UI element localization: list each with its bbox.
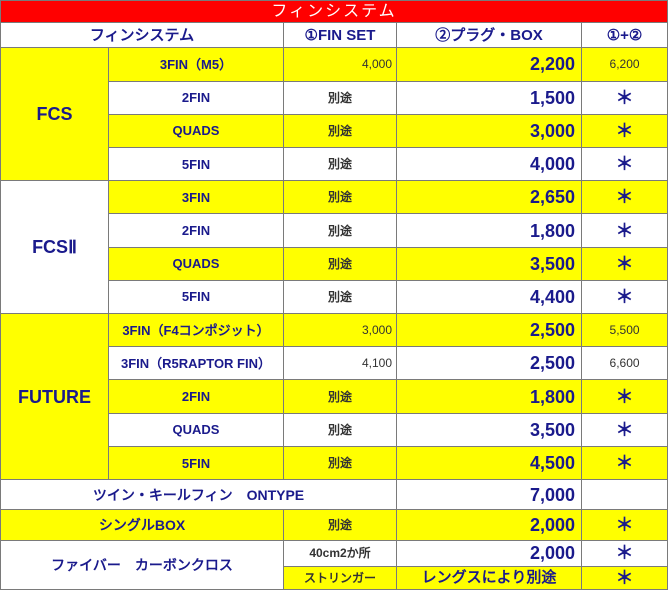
table-row: 2FIN 別途 1,800 ＊ — [1, 379, 669, 414]
table-row: 5FIN 別途 4,400 ＊ — [1, 279, 669, 315]
plug-box-price: 4,400 — [396, 279, 582, 315]
table-row: ツイン・キールフィン ONTYPE 7,000 — [0, 479, 669, 511]
plug-box-price: 2,500 — [396, 313, 582, 348]
single-box-label: シングルBOX — [0, 509, 284, 541]
group-label-fcs2: FCSⅡ — [0, 180, 109, 315]
fin-set-price: 別途 — [283, 213, 397, 248]
table-row: ファイバー カーボンクロス 40cm2か所 2,000 ＊ — [0, 539, 669, 591]
single-box-fin-set: 別途 — [283, 509, 397, 541]
row-name: QUADS — [108, 113, 284, 148]
plug-box-price: 3,500 — [396, 412, 582, 447]
row-name: 5FIN — [108, 146, 284, 182]
fiber-spec: 40cm2か所 — [283, 539, 397, 567]
title-row: フィンシステム — [0, 0, 669, 24]
plug-box-price: 1,800 — [396, 213, 582, 248]
group-label-fcs: FCS — [0, 47, 109, 182]
plug-box-price: 2,200 — [396, 47, 582, 82]
row-name: 2FIN — [108, 80, 284, 115]
table-row: 5FIN 別途 4,500 ＊ — [1, 445, 669, 481]
fiber-label: ファイバー カーボンクロス — [0, 539, 284, 591]
total-price: 5,500 — [580, 313, 669, 348]
total-price: ＊ — [580, 146, 669, 182]
total-price: ＊ — [580, 213, 669, 248]
total-price: ＊ — [580, 279, 669, 315]
row-name: 3FIN（F4コンポジット） — [108, 313, 284, 348]
table-row: QUADS 別途 3,000 ＊ — [1, 113, 669, 148]
plug-box-price: 3,500 — [396, 246, 582, 281]
fiber-price: 2,000 — [396, 539, 582, 567]
header-system: フィンシステム — [0, 22, 284, 49]
total-price: ＊ — [580, 113, 669, 148]
table-row: QUADS 別途 3,500 ＊ — [1, 412, 669, 447]
row-name: 5FIN — [108, 279, 284, 315]
stringer-note: レングスにより別途 — [396, 565, 582, 591]
fin-set-price: 別途 — [283, 113, 397, 148]
total-price: ＊ — [580, 180, 669, 215]
fin-set-price: 別途 — [283, 379, 397, 414]
row-name: 2FIN — [108, 213, 284, 248]
row-name: 3FIN — [108, 180, 284, 215]
row-name: 5FIN — [108, 445, 284, 481]
total-price: ＊ — [580, 80, 669, 115]
header-plug-box: ②プラグ・BOX — [396, 22, 582, 49]
fin-set-price: 別途 — [283, 246, 397, 281]
fin-set-price: 別途 — [283, 412, 397, 447]
header-total: ①+② — [580, 22, 669, 49]
fin-set-price: 4,100 — [283, 346, 397, 381]
table-row: ストリンガー レングスにより別途 ＊ — [1, 565, 669, 591]
single-box-price: 2,000 — [396, 509, 582, 541]
table-row: FUTURE 3FIN（F4コンポジット） 3,000 2,500 5,500 — [0, 313, 669, 481]
plug-box-price: 3,000 — [396, 113, 582, 148]
header-fin-set: ①FIN SET — [283, 22, 397, 49]
table-row: 5FIN 別途 4,000 ＊ — [1, 146, 669, 182]
plug-box-price: 2,650 — [396, 180, 582, 215]
fin-set-price: 3,000 — [283, 313, 397, 348]
fin-set-price: 別途 — [283, 180, 397, 215]
row-name: QUADS — [108, 412, 284, 447]
table-row: FCS 3FIN（M5） 4,000 2,200 6,200 — [0, 47, 669, 182]
table-row: 3FIN（R5RAPTOR FIN） 4,100 2,500 6,600 — [1, 346, 669, 381]
fin-set-price: 別途 — [283, 445, 397, 481]
fin-set-price: 別途 — [283, 80, 397, 115]
fin-set-price: 別途 — [283, 279, 397, 315]
table-row: 2FIN 別途 1,500 ＊ — [1, 80, 669, 115]
table-row: FCSⅡ 3FIN 別途 2,650 ＊ — [0, 180, 669, 315]
table-row: 2FIN 別途 1,800 ＊ — [1, 213, 669, 248]
total-price: 6,600 — [580, 346, 669, 381]
table-title: フィンシステム — [0, 0, 669, 24]
twin-keel-label: ツイン・キールフィン ONTYPE — [0, 479, 397, 511]
plug-box-price: 2,500 — [396, 346, 582, 381]
plug-box-price: 4,500 — [396, 445, 582, 481]
plug-box-price: 1,500 — [396, 80, 582, 115]
twin-keel-price: 7,000 — [396, 479, 582, 511]
total-price: ＊ — [580, 379, 669, 414]
row-name: 2FIN — [108, 379, 284, 414]
row-name: 3FIN（R5RAPTOR FIN） — [108, 346, 284, 381]
total-price: ＊ — [580, 412, 669, 447]
group-label-future: FUTURE — [0, 313, 109, 481]
total-price: ＊ — [580, 445, 669, 481]
header-row: フィンシステム ①FIN SET ②プラグ・BOX ①+② — [0, 22, 669, 49]
fin-set-price: 別途 — [283, 146, 397, 182]
fiber-total: ＊ — [580, 539, 669, 567]
twin-keel-total-empty — [580, 479, 669, 511]
row-name: 3FIN（M5） — [108, 47, 284, 82]
single-box-total: ＊ — [580, 509, 669, 541]
table-row: シングルBOX 別途 2,000 ＊ — [0, 509, 669, 541]
plug-box-price: 4,000 — [396, 146, 582, 182]
plug-box-price: 1,800 — [396, 379, 582, 414]
row-name: QUADS — [108, 246, 284, 281]
total-price: ＊ — [580, 246, 669, 281]
total-price: 6,200 — [580, 47, 669, 82]
stringer-spec: ストリンガー — [283, 565, 397, 591]
stringer-total: ＊ — [580, 565, 669, 591]
fin-set-price: 4,000 — [283, 47, 397, 82]
table-row: QUADS 別途 3,500 ＊ — [1, 246, 669, 281]
